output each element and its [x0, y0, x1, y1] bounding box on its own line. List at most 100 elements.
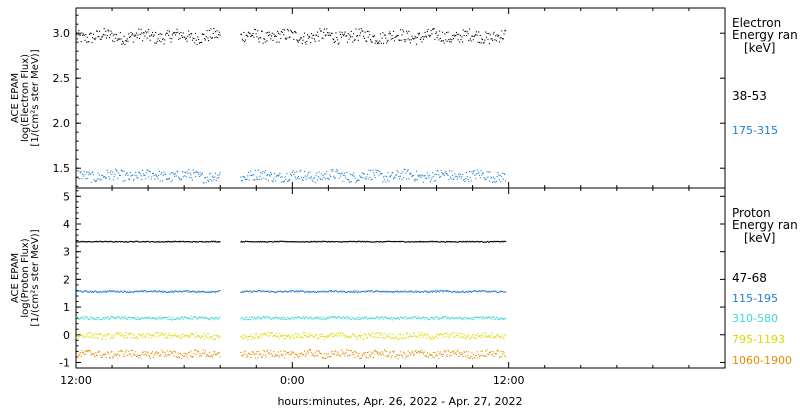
data-point — [498, 179, 500, 181]
data-point — [76, 316, 78, 318]
data-point — [204, 241, 206, 243]
data-point — [301, 354, 303, 356]
data-point — [402, 240, 404, 242]
data-point — [412, 351, 414, 353]
data-point — [476, 316, 478, 318]
data-point — [407, 38, 409, 40]
data-point — [192, 169, 194, 171]
data-point — [481, 335, 483, 337]
data-point — [399, 334, 401, 336]
data-point — [359, 34, 361, 36]
data-point — [294, 291, 296, 293]
data-point — [369, 318, 371, 320]
data-point — [317, 355, 319, 357]
data-point — [251, 241, 253, 243]
data-point — [98, 35, 100, 37]
data-point — [369, 291, 371, 293]
data-point — [350, 350, 352, 352]
data-point — [455, 317, 457, 319]
data-point — [356, 241, 358, 243]
data-point — [411, 350, 413, 352]
data-point — [83, 337, 85, 339]
data-point — [282, 354, 284, 356]
data-point — [403, 177, 405, 179]
data-point — [454, 173, 456, 175]
data-point — [496, 34, 498, 36]
data-point — [477, 290, 479, 292]
data-point — [469, 38, 471, 40]
data-point — [309, 290, 311, 292]
data-point — [150, 178, 152, 180]
data-point — [455, 241, 457, 243]
data-point — [157, 241, 159, 243]
data-point — [352, 175, 354, 177]
data-point — [404, 241, 406, 243]
data-point — [257, 169, 259, 171]
data-point — [138, 241, 140, 243]
data-point — [438, 241, 440, 243]
data-point — [274, 334, 276, 336]
data-point — [410, 335, 412, 337]
data-point — [338, 42, 340, 44]
data-point — [403, 352, 405, 354]
data-point — [120, 169, 122, 171]
electron-legend-title: Electron — [732, 16, 781, 30]
data-point — [381, 351, 383, 353]
data-point — [412, 316, 414, 318]
data-point — [264, 41, 266, 43]
data-point — [92, 353, 94, 355]
data-point — [345, 352, 347, 354]
data-point — [360, 32, 362, 34]
data-point — [343, 355, 345, 357]
data-point — [158, 240, 160, 242]
data-point — [146, 335, 148, 337]
data-point — [201, 336, 203, 338]
data-point — [359, 357, 361, 359]
data-point — [256, 333, 258, 335]
data-point — [482, 172, 484, 174]
data-point — [347, 290, 349, 292]
data-point — [113, 317, 115, 319]
data-point — [270, 240, 272, 242]
data-point — [137, 177, 139, 179]
data-point — [116, 170, 118, 172]
data-point — [376, 351, 378, 353]
data-point — [164, 352, 166, 354]
data-point — [139, 355, 141, 357]
data-point — [158, 317, 160, 319]
data-point — [104, 176, 106, 178]
data-point — [444, 33, 446, 35]
data-point — [446, 335, 448, 337]
data-point — [364, 291, 366, 293]
data-point — [341, 241, 343, 243]
data-point — [243, 338, 245, 340]
data-point — [312, 241, 314, 243]
data-point — [304, 170, 306, 172]
data-point — [148, 354, 150, 356]
data-point — [437, 241, 439, 243]
data-point — [501, 291, 503, 293]
data-point — [332, 240, 334, 242]
data-point — [318, 171, 320, 173]
data-point — [314, 352, 316, 354]
data-point — [389, 33, 391, 35]
data-point — [215, 354, 217, 356]
data-point — [87, 291, 89, 293]
data-point — [119, 317, 121, 319]
data-point — [254, 318, 256, 320]
data-point — [116, 333, 118, 335]
data-point — [119, 350, 121, 352]
data-point — [430, 179, 432, 181]
data-point — [158, 335, 160, 337]
data-point — [202, 349, 204, 351]
data-point — [214, 291, 216, 293]
data-point — [262, 42, 264, 44]
data-point — [84, 335, 86, 337]
data-point — [79, 352, 81, 354]
x-axis-label: hours:minutes, Apr. 26, 2022 - Apr. 27, … — [277, 395, 522, 408]
data-point — [128, 241, 130, 243]
data-point — [105, 338, 107, 340]
data-point — [385, 337, 387, 339]
data-point — [136, 240, 138, 242]
data-point — [303, 177, 305, 179]
